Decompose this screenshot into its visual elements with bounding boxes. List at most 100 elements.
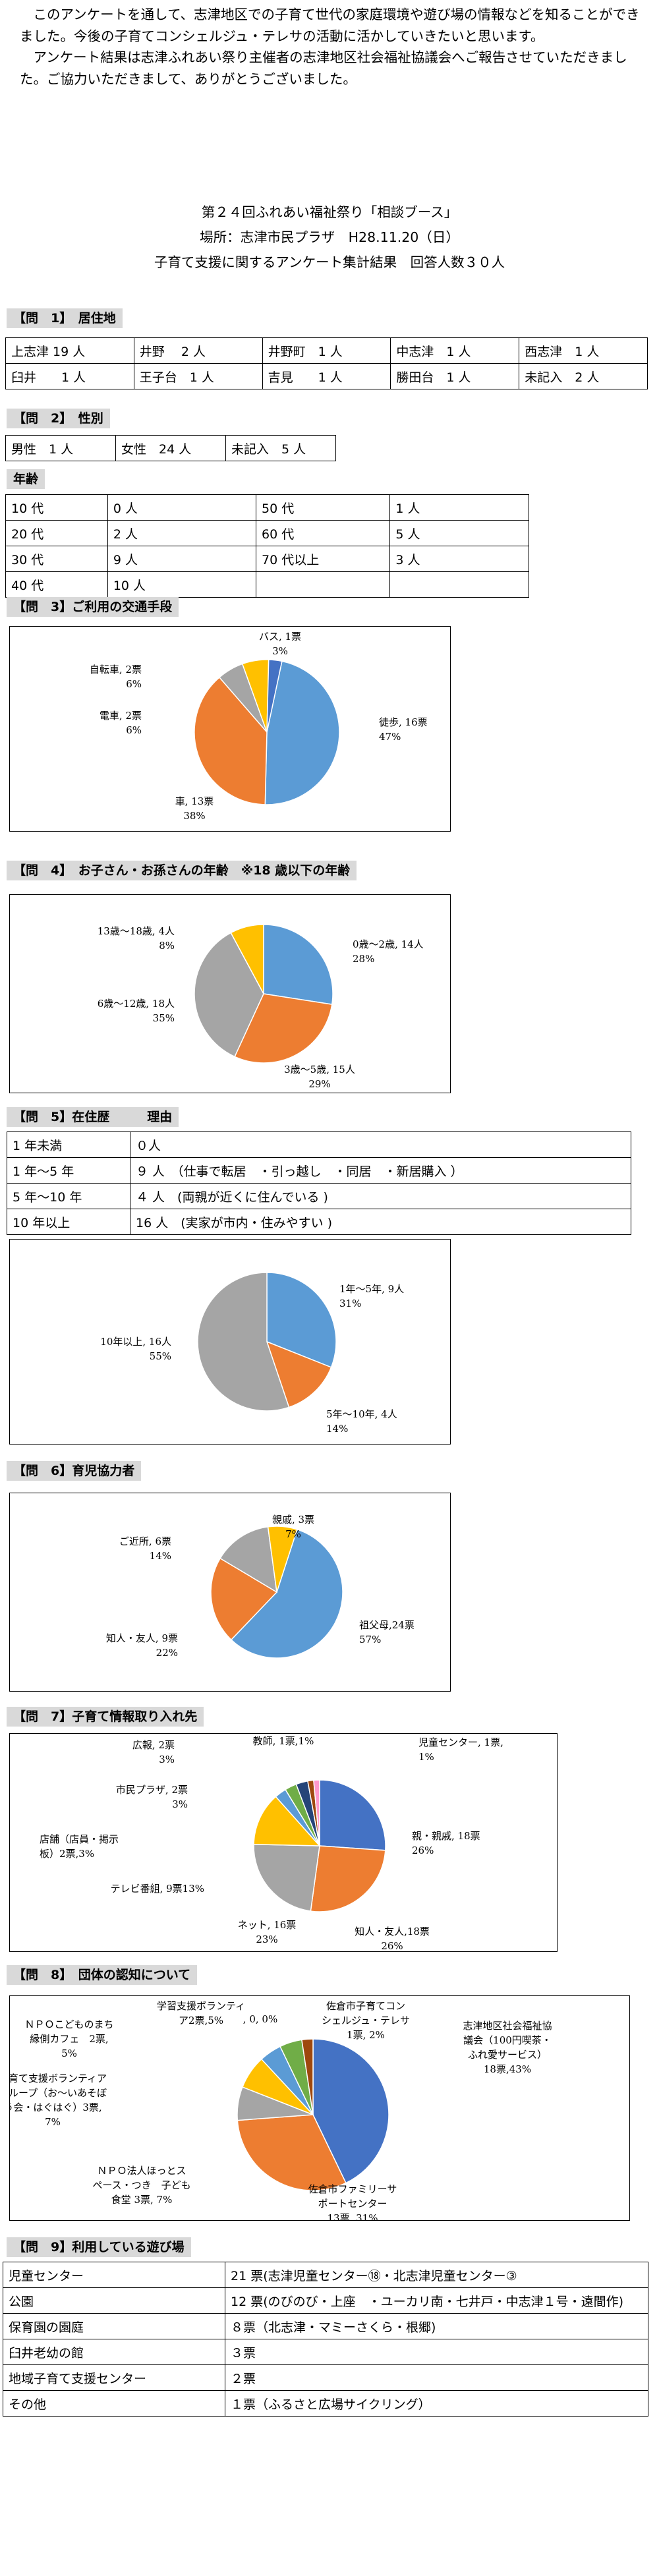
intro-paragraph-2: アンケート結果は志津ふれあい祭り主催者の志津地区社会福祉協議会へご報告させていた… bbox=[20, 49, 627, 87]
pie-data-label: 電車, 2票 6% bbox=[100, 710, 142, 736]
q9-cell: その他 bbox=[3, 2390, 225, 2417]
q9-cell: ３票 bbox=[225, 2339, 648, 2365]
pie-slice bbox=[230, 1528, 343, 1659]
q1-cell: 井野町 1 人 bbox=[262, 337, 391, 364]
pie-slice bbox=[194, 676, 268, 805]
pie-data-label: 1年～5年, 9人 31% bbox=[339, 1283, 404, 1309]
q9-row: 保育園の園庭 ８票（北志津・マミーさくら・根郷) bbox=[3, 2313, 648, 2339]
gender-cell: 男性 1 人 bbox=[5, 435, 116, 461]
q9-cell: 児童センター bbox=[3, 2262, 225, 2288]
q9-cell: 12 票(のびのび・上座 ・ユーカリ南・七井戸・中志津１号・遠間作) bbox=[225, 2287, 648, 2314]
q2-heading: 【問 2】 性別 bbox=[7, 409, 110, 428]
age-cell bbox=[389, 571, 529, 598]
q6-heading: 【問 6】育児協力者 bbox=[7, 1461, 142, 1481]
q1-cell: 上志津 19 人 bbox=[5, 337, 134, 364]
q9-cell: 保育園の園庭 bbox=[3, 2313, 225, 2339]
pie-data-label: 店舗（店員・掲示板）2票,3% bbox=[40, 1833, 119, 1860]
q5-cell: ４ 人 (両親が近くに住んでいる ) bbox=[130, 1183, 631, 1209]
age-cell: 30 代 bbox=[5, 546, 108, 572]
pie-data-label: テレビ番組, 9票13% bbox=[111, 1883, 204, 1895]
pie-data-label: 親戚, 3票 7% bbox=[272, 1514, 314, 1540]
age-cell: 3 人 bbox=[389, 546, 529, 572]
age-cell: 70 代以上 bbox=[256, 546, 391, 572]
q3-chart-frame: 徒歩, 16票 47% 車, 13票 38% 電車, 2票 6% 自転車, 2票 6% バス, … bbox=[9, 626, 451, 832]
q4-pie-chart: 0歳～2歳, 14人 28% 3歳～5歳, 15人 29% 6歳～12歳, 18人 35%… bbox=[98, 924, 424, 1090]
q5-row: 1 年未満 ０人 bbox=[7, 1131, 631, 1158]
pie-data-label: 知人・友人, 9票 22% bbox=[106, 1632, 178, 1659]
q1-cell: 勝田台 1 人 bbox=[390, 363, 520, 389]
pie-slice bbox=[253, 1843, 320, 1912]
pie-slice bbox=[319, 1779, 386, 1851]
age-cell: 2 人 bbox=[107, 520, 257, 546]
pie-data-label: 学習支援ボランティア2票,5% bbox=[157, 2000, 245, 2026]
q1-heading: 【問 1】 居住地 bbox=[7, 308, 123, 328]
q9-row: 公園 12 票(のびのび・上座 ・ユーカリ南・七井戸・中志津１号・遠間作) bbox=[3, 2287, 648, 2314]
q3-heading: 【問 3】ご利用の交通手段 bbox=[7, 597, 179, 617]
age-heading: 年齢 bbox=[7, 469, 45, 489]
survey-title: 第２４回ふれあい福祉祭り「相談ブース」 bbox=[201, 204, 458, 220]
q1-cell: 中志津 1 人 bbox=[390, 337, 520, 364]
q9-row: 児童センター 21 票(志津児童センター⑱・北志津児童センター③ bbox=[3, 2262, 648, 2288]
pie-slice bbox=[301, 2038, 314, 2115]
pie-data-label: 徒歩, 16票 47% bbox=[379, 716, 428, 743]
q6-chart-frame: 祖父母,24票 57% 知人・友人, 9票 22% ご近所, 6票 14% 親戚, 3票 7% bbox=[9, 1493, 451, 1692]
pie-slice bbox=[264, 660, 340, 805]
pie-slice bbox=[266, 659, 283, 733]
q5-heading: 【問 5】在住歴 理由 bbox=[7, 1107, 179, 1127]
pie-slice bbox=[263, 924, 333, 1005]
q1-cell: 吉見 1 人 bbox=[262, 363, 391, 389]
pie-slice bbox=[234, 993, 333, 1064]
pie-data-label: 自転車, 2票 6% bbox=[90, 664, 142, 690]
pie-data-label: 3歳～5歳, 15人 29% bbox=[284, 1064, 355, 1090]
pie-data-label: 5年～10年, 4人 14% bbox=[326, 1408, 397, 1435]
age-cell: 20 代 bbox=[5, 520, 108, 546]
age-cell: 60 代 bbox=[256, 520, 391, 546]
age-cell: 50 代 bbox=[256, 494, 391, 521]
q5-cell: 16 人 (実家が市内・住みやすい ) bbox=[130, 1209, 631, 1235]
pie-data-label: 児童センター, 1票, 1% bbox=[418, 1736, 503, 1763]
pie-data-label: 車, 13票 38% bbox=[175, 795, 214, 822]
pie-data-label: 6歳～12歳, 18人 35% bbox=[98, 998, 175, 1024]
pie-data-label: 祖父母,24票 57% bbox=[359, 1619, 415, 1646]
q4-chart-frame: 0歳～2歳, 14人 28% 3歳～5歳, 15人 29% 6歳～12歳, 18人 35%… bbox=[9, 894, 451, 1093]
q5-cell: 1 年未満 bbox=[7, 1131, 130, 1158]
survey-subtitle: 子育て支援に関するアンケート集計結果 回答人数３０人 bbox=[154, 254, 505, 270]
age-cell: 40 代 bbox=[5, 571, 108, 598]
q9-cell: ８票（北志津・マミーさくら・根郷) bbox=[225, 2313, 648, 2339]
pie-slice bbox=[219, 1526, 277, 1593]
q5-cell: 1 年～5 年 bbox=[7, 1157, 130, 1184]
q6-pie-chart: 祖父母,24票 57% 知人・友人, 9票 22% ご近所, 6票 14% 親戚, 3票 7% bbox=[106, 1514, 415, 1659]
pie-data-label: 佐倉市子育てコンシェルジュ・テレサ 1票, 2% bbox=[322, 2000, 410, 2041]
age-row: 40 代 10 人 bbox=[5, 571, 529, 598]
q9-cell: １票（ふるさと広場サイクリング） bbox=[225, 2390, 648, 2417]
q1-cell: 井野 2 人 bbox=[133, 337, 263, 364]
q8-chart-frame: 志津地区社会福祉協議会（100円喫茶・ふれ愛サービス） 18票,43% 佐倉市ファミ… bbox=[0, 1995, 630, 2224]
q1-cell: 西志津 1 人 bbox=[519, 337, 648, 364]
pie-data-label: 佐倉市ファミリーサポートセンター 13票, 31% bbox=[308, 2183, 397, 2220]
q4-heading: 【問 4】 お子さん・お孫さんの年齢 ※18 歳以下の年齢 bbox=[7, 861, 357, 880]
q1-cell: 未記入 2 人 bbox=[519, 363, 648, 389]
pie-data-label: ＮＰＯこどものまち縁側カフェ 2票, 5% bbox=[24, 2018, 113, 2059]
q9-cell: ２票 bbox=[225, 2364, 648, 2391]
pie-slice bbox=[230, 924, 264, 994]
pie-slice bbox=[267, 1526, 298, 1593]
q9-row: 臼井老幼の館 ３票 bbox=[3, 2339, 648, 2365]
pie-slice bbox=[194, 932, 264, 1058]
age-cell: 5 人 bbox=[389, 520, 529, 546]
pie-data-label: 市民プラザ, 2票 3% bbox=[116, 1784, 188, 1810]
q1-row: 臼井 1 人王子台 1 人吉見 1 人勝田台 1 人未記入 2 人 bbox=[5, 363, 648, 389]
age-cell: 10 代 bbox=[5, 494, 108, 521]
q5-cell: 5 年～10 年 bbox=[7, 1183, 130, 1209]
pie-slice bbox=[237, 2114, 347, 2191]
gender-cell: 未記入 5 人 bbox=[225, 435, 336, 461]
pie-data-label: 広報, 2票 3% bbox=[132, 1739, 175, 1765]
q1-residence-table: 上志津 19 人井野 2 人井野町 1 人中志津 1 人西志津 1 人臼井 1 … bbox=[5, 337, 648, 389]
pie-data-label: 10年以上, 16人 55% bbox=[100, 1336, 171, 1362]
q8-pie-chart: 志津地区社会福祉協議会（100円喫茶・ふれ愛サービス） 18票,43% 佐倉市ファミ… bbox=[0, 2000, 552, 2224]
q9-cell: 21 票(志津児童センター⑱・北志津児童センター③ bbox=[225, 2262, 648, 2288]
pie-slice bbox=[266, 1272, 337, 1368]
